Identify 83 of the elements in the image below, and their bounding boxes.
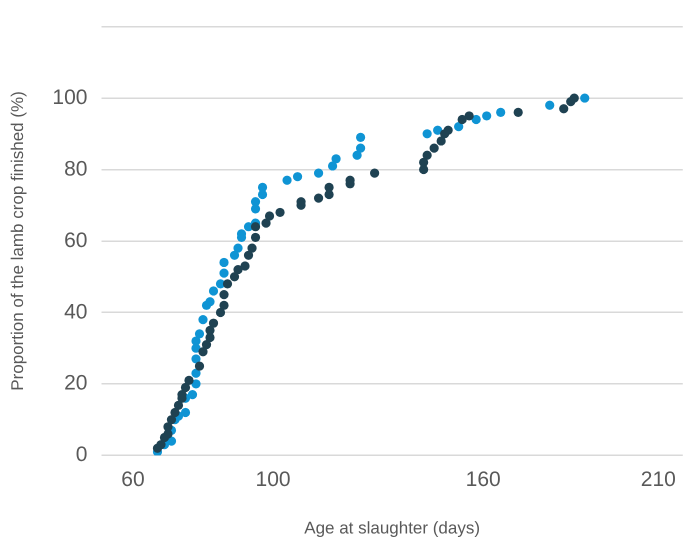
- point: [419, 158, 428, 167]
- point: [244, 250, 254, 260]
- point: [261, 218, 271, 228]
- point: [275, 208, 285, 218]
- point: [580, 93, 590, 103]
- point: [222, 279, 232, 288]
- point: [570, 93, 579, 103]
- point: [198, 347, 208, 356]
- point: [208, 286, 218, 296]
- point: [180, 382, 190, 392]
- x-tick-label: 60: [121, 468, 145, 491]
- point: [464, 111, 474, 121]
- point: [170, 408, 180, 418]
- point: [216, 308, 226, 318]
- point: [208, 318, 218, 328]
- point: [219, 268, 229, 278]
- point: [314, 194, 324, 203]
- point: [324, 182, 334, 192]
- point: [233, 244, 243, 253]
- point: [240, 261, 250, 271]
- point: [430, 143, 439, 153]
- point: [433, 126, 442, 135]
- x-tick-label: 210: [640, 468, 676, 491]
- point: [356, 132, 366, 142]
- point: [496, 108, 506, 117]
- point: [191, 336, 201, 346]
- point: [219, 258, 229, 268]
- y-tick-label: 100: [52, 86, 88, 109]
- point: [180, 408, 190, 418]
- point: [191, 368, 201, 378]
- point: [250, 222, 260, 232]
- point: [482, 111, 492, 121]
- point: [191, 354, 201, 364]
- point: [166, 415, 176, 424]
- x-axis-title: Age at slaughter (days): [304, 518, 480, 538]
- point: [202, 340, 212, 350]
- point: [545, 100, 554, 110]
- point: [219, 300, 229, 310]
- point: [250, 232, 260, 242]
- y-tick-label: 40: [64, 300, 88, 324]
- point: [559, 104, 568, 114]
- point: [356, 143, 366, 153]
- point: [331, 154, 341, 164]
- point: [205, 326, 215, 335]
- point: [184, 376, 194, 385]
- y-tick-label: 80: [64, 157, 88, 180]
- y-axis-title: Proportion of the lamb crop finished (%): [8, 91, 27, 391]
- point: [230, 250, 240, 260]
- x-tick-label: 100: [256, 468, 291, 491]
- y-tick-label: 0: [76, 443, 88, 466]
- point: [422, 129, 432, 138]
- point: [194, 361, 204, 371]
- point: [514, 108, 523, 117]
- point: [328, 161, 338, 171]
- point: [264, 211, 274, 221]
- point: [174, 400, 184, 410]
- point: [454, 122, 464, 132]
- point: [219, 290, 229, 300]
- point: [352, 150, 362, 160]
- point: [247, 244, 257, 253]
- point: [198, 315, 208, 324]
- point: [444, 126, 453, 135]
- point: [233, 264, 243, 274]
- point: [163, 422, 173, 432]
- point: [458, 114, 467, 124]
- point: [258, 182, 268, 192]
- point: [191, 379, 201, 389]
- point: [205, 297, 215, 306]
- point: [472, 114, 481, 124]
- point: [436, 136, 446, 146]
- point: [292, 172, 302, 182]
- point: [230, 272, 240, 282]
- point: [282, 176, 292, 185]
- point: [156, 440, 166, 450]
- point: [422, 150, 432, 160]
- point: [370, 168, 380, 178]
- point: [250, 197, 260, 206]
- y-tick-label: 20: [64, 372, 88, 395]
- y-tick-label: 60: [64, 228, 88, 252]
- point: [188, 390, 198, 400]
- point: [314, 168, 324, 178]
- point: [194, 329, 204, 339]
- x-tick-label: 160: [466, 468, 501, 491]
